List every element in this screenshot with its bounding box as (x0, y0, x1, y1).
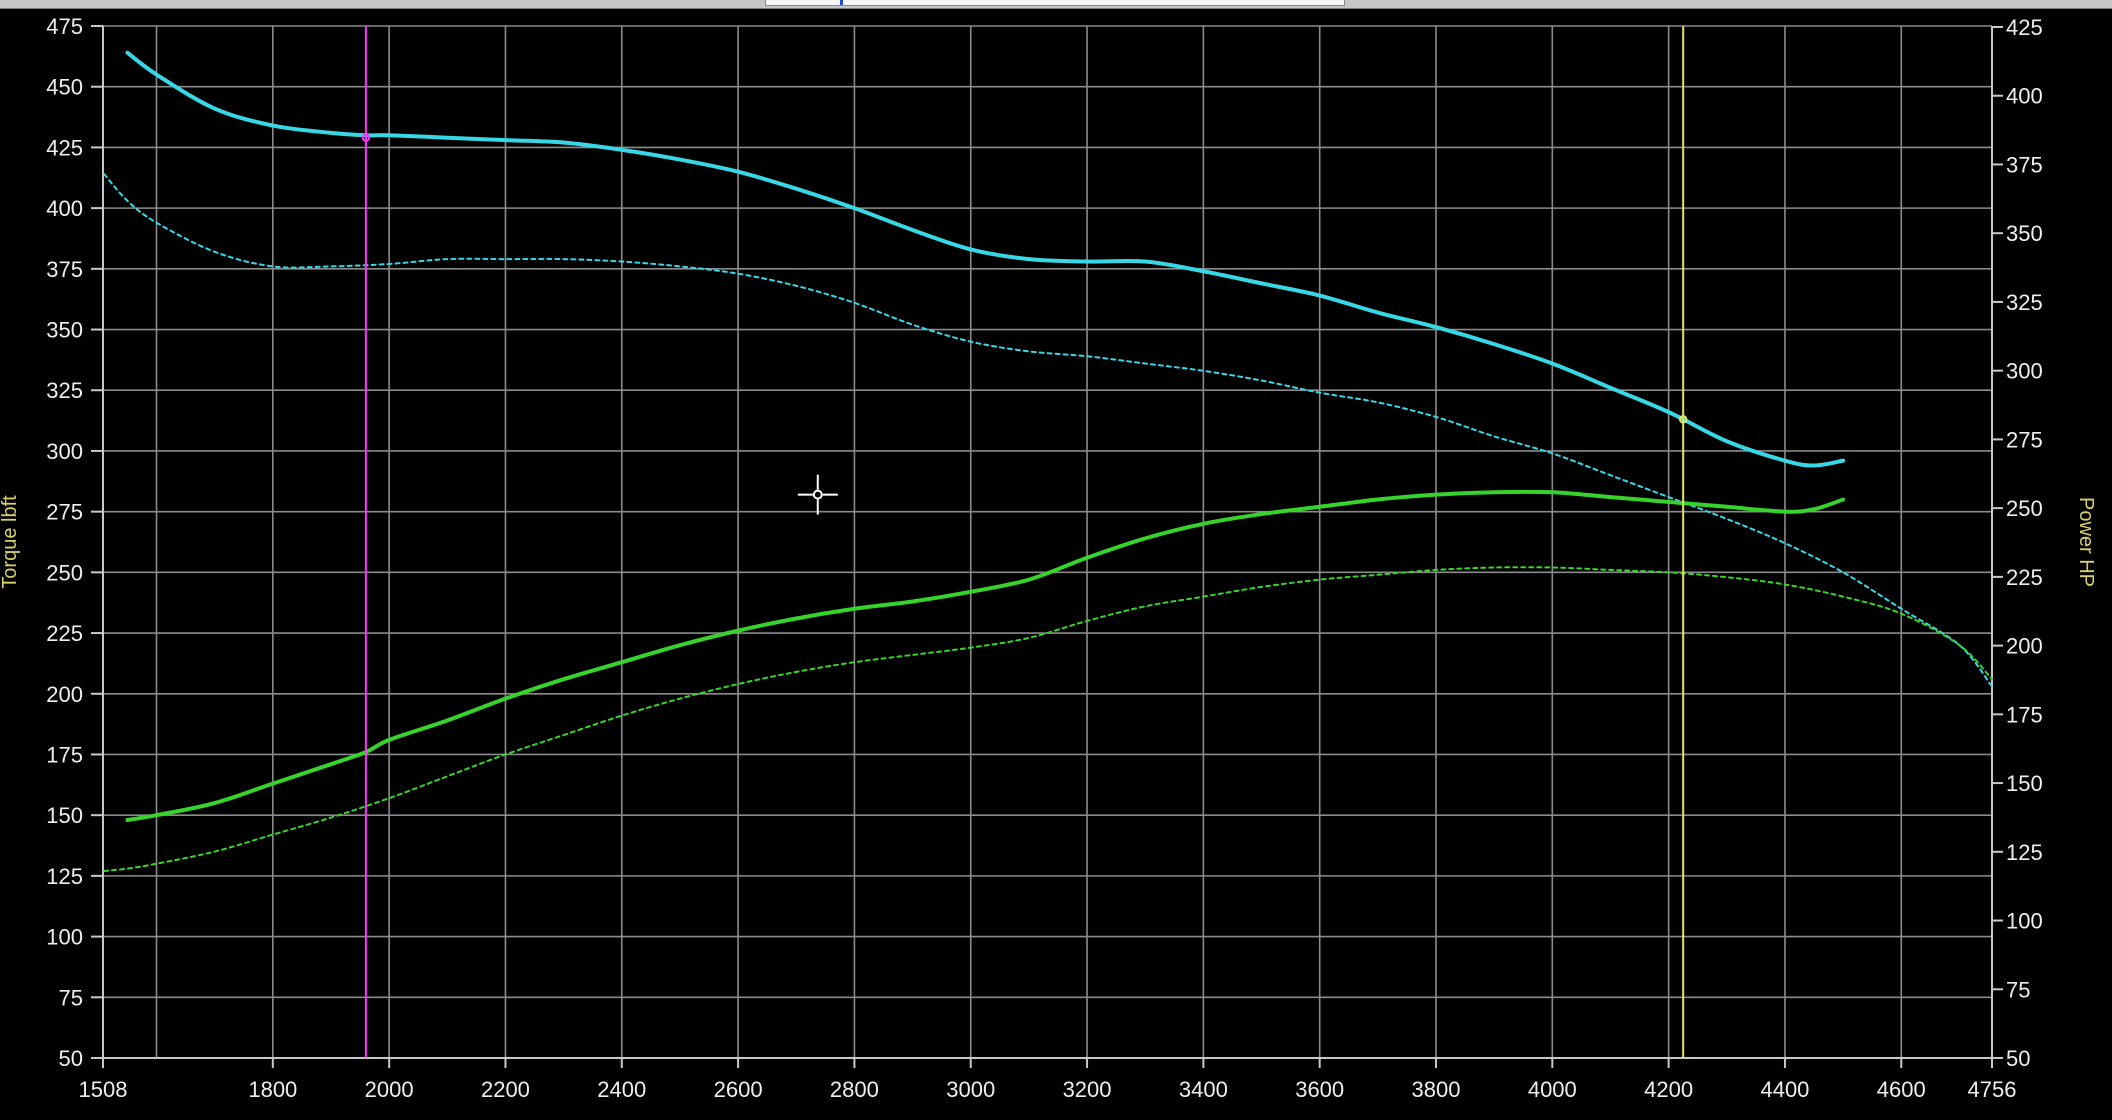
right-axis-tick-label: 225 (2006, 565, 2043, 590)
left-axis-tick-label: 300 (46, 439, 83, 464)
x-axis-tick-label: 3000 (946, 1077, 995, 1102)
right-axis-tick-label: 200 (2006, 634, 2043, 659)
x-axis-tick-label: 4200 (1644, 1077, 1693, 1102)
right-axis-tick-label: 350 (2006, 221, 2043, 246)
left-axis-tick-label: 150 (46, 803, 83, 828)
right-axis-tick-label: 250 (2006, 496, 2043, 521)
x-axis-tick-label: 2600 (714, 1077, 763, 1102)
left-axis-tick-label: 125 (46, 864, 83, 889)
x-axis-tick-label: 4600 (1877, 1077, 1926, 1102)
left-axis-tick-label: 450 (46, 75, 83, 100)
left-axis-tick-label: 425 (46, 135, 83, 160)
right-axis-tick-label: 425 (2006, 15, 2043, 40)
right-axis-tick-label: 175 (2006, 702, 2043, 727)
x-axis-tick-label: 4756 (1968, 1077, 2017, 1102)
right-axis-tick-label: 125 (2006, 840, 2043, 865)
series-4-curve (103, 566, 1993, 873)
left-axis-tick-label: 325 (46, 378, 83, 403)
x-axis-tick-label: 4000 (1528, 1077, 1577, 1102)
right-axis-tick-label: 300 (2006, 359, 2043, 384)
crosshair-center (812, 489, 823, 500)
tick-label-layer: 475 450 425 400 375 350 325 300 275 250 225 200 175 1… (46, 14, 2042, 1102)
left-axis-tick-label: 175 (46, 742, 83, 767)
overlay-layer (797, 474, 838, 515)
x-axis-tick-label: 3800 (1412, 1077, 1461, 1102)
grid-layer (103, 25, 1992, 1058)
right-axis-tick-label: 100 (2006, 909, 2043, 934)
right-axis-title: Power HP (2075, 497, 2097, 587)
right-axis-tick-label: 50 (2006, 1046, 2030, 1071)
left-axis-title: Torque lbft (0, 495, 21, 589)
series-1-curve (125, 50, 1846, 468)
x-axis-tick-label: 3600 (1295, 1077, 1344, 1102)
right-axis-tick-label: 325 (2006, 290, 2043, 315)
right-axis-tick-label: 400 (2006, 84, 2043, 109)
x-axis-tick-label: 2400 (597, 1077, 646, 1102)
right-axis-tick-label: 275 (2006, 427, 2043, 452)
left-axis-tick-label: 350 (46, 318, 83, 343)
left-axis-tick-label: 250 (46, 560, 83, 585)
x-axis-tick-label: 3200 (1063, 1077, 1112, 1102)
x-axis-tick-label: 2000 (365, 1077, 414, 1102)
x-axis-tick-label: 1508 (79, 1077, 128, 1102)
x-axis-tick-label: 3400 (1179, 1077, 1228, 1102)
series-3-curve (125, 489, 1846, 823)
left-cursor-marker (361, 133, 371, 142)
left-axis-tick-label: 375 (46, 257, 83, 282)
x-axis-tick-label: 2200 (481, 1077, 530, 1102)
x-axis-tick-label: 2800 (830, 1077, 879, 1102)
right-axis-tick-label: 150 (2006, 771, 2043, 796)
left-axis-tick-label: 75 (59, 985, 83, 1010)
left-axis-tick-label: 400 (46, 196, 83, 221)
left-axis-tick-label: 200 (46, 682, 83, 707)
axis-layer (91, 25, 2003, 1068)
left-axis-tick-label: 275 (46, 500, 83, 525)
right-cursor-marker (1678, 415, 1688, 424)
right-axis-tick-label: 75 (2006, 977, 2030, 1002)
series-2-curve (103, 173, 1993, 688)
left-axis-tick-label: 225 (46, 621, 83, 646)
series-layer (103, 50, 1993, 873)
left-axis-tick-label: 50 (59, 1046, 83, 1071)
left-axis-tick-label: 475 (46, 14, 83, 39)
x-axis-tick-label: 1800 (248, 1077, 297, 1102)
top-input-caret (840, 0, 843, 5)
x-axis-tick-label: 4400 (1760, 1077, 1809, 1102)
top-input-field[interactable] (765, 0, 1345, 6)
cursor-layer[interactable] (361, 26, 1688, 1058)
left-axis-tick-label: 100 (46, 925, 83, 950)
right-axis-tick-label: 375 (2006, 152, 2043, 177)
